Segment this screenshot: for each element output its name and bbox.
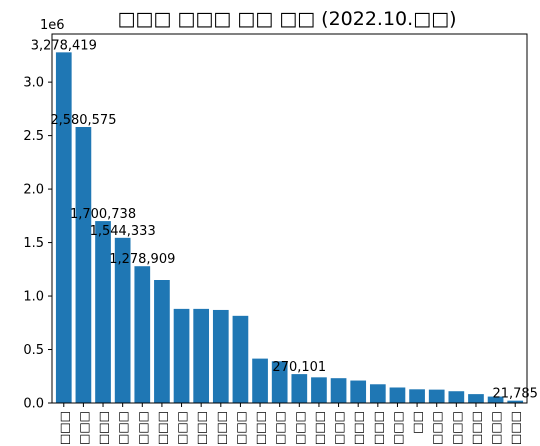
bar (114, 237, 131, 403)
axes-frame (51, 33, 528, 404)
bar (193, 308, 210, 403)
x-tick-label: □□□ (332, 411, 346, 445)
bar (95, 221, 111, 403)
x-tick-label: □□□ (391, 411, 405, 445)
x-tick-label: □□□ (175, 411, 189, 445)
bar (212, 309, 229, 403)
y-tick-label: 1.0 (23, 290, 44, 305)
x-tick-label: □□□ (214, 411, 228, 445)
bar (311, 377, 327, 403)
bar (369, 384, 386, 403)
bar (55, 52, 72, 403)
x-tick-label: □□□□ (97, 411, 111, 446)
x-tick-label: □□□□ (469, 411, 483, 446)
bar (487, 396, 504, 403)
x-tick-label: □□□ (273, 411, 287, 445)
x-tick-label: □□□ (195, 411, 209, 445)
bar (271, 361, 288, 403)
data-label: 1,278,909 (109, 252, 175, 267)
bar (134, 266, 151, 403)
bar (173, 308, 190, 403)
x-tick-label: □□□ (57, 411, 71, 445)
x-tick-label: □□□□ (450, 411, 464, 446)
y-tick-label: 3.0 (23, 76, 44, 91)
x-tick-label: □□□ (352, 411, 366, 445)
data-label: 2,580,575 (50, 113, 116, 128)
x-tick-label: □□□ (155, 411, 169, 445)
x-tick-label: □□□ (312, 411, 326, 445)
y-tick-label: 2.0 (23, 183, 44, 198)
bar (154, 280, 170, 403)
bar (468, 394, 484, 403)
x-tick-label: □□□ (293, 411, 307, 445)
data-label: 1,700,738 (70, 207, 136, 222)
bar (232, 315, 249, 403)
bar (409, 389, 425, 403)
x-tick-label: □□□ (77, 411, 91, 445)
bar (291, 374, 308, 403)
y-offset-text: 1e6 (40, 18, 65, 33)
bar (428, 389, 445, 403)
x-tick-label: □□□ (254, 411, 268, 445)
y-tick-label: 0.0 (23, 397, 44, 412)
bar (252, 358, 268, 403)
x-tick-label: □□□ (136, 411, 150, 445)
y-tick-label: 2.5 (23, 129, 44, 144)
bar (507, 400, 524, 403)
x-tick-label: □□□ (489, 411, 503, 445)
bar (389, 387, 406, 403)
x-tick-label: □□□ (509, 411, 523, 445)
data-label: 3,278,419 (31, 38, 97, 53)
bar (448, 391, 465, 403)
data-label: 270,101 (272, 360, 326, 375)
x-tick-label: □□□ (371, 411, 385, 445)
bar (350, 380, 367, 403)
x-tick-label: □□□ (430, 411, 444, 445)
x-tick-label: □□ (411, 411, 425, 434)
y-tick-label: 0.5 (23, 343, 44, 358)
bar (330, 378, 347, 403)
data-label: 1,544,333 (90, 224, 156, 239)
chart-title: □□□ □□□ □□ □□ (2022.10.□□) (117, 8, 456, 30)
y-tick-label: 1.5 (23, 236, 44, 251)
plot-area: 3,278,419 2,580,575 1,700,738 1,544,333 1,27… (23, 33, 538, 446)
bar (75, 126, 92, 404)
x-tick-label: □□□ (116, 411, 130, 445)
x-tick-label: □□□ (234, 411, 248, 445)
data-label: 21,785 (492, 387, 538, 402)
